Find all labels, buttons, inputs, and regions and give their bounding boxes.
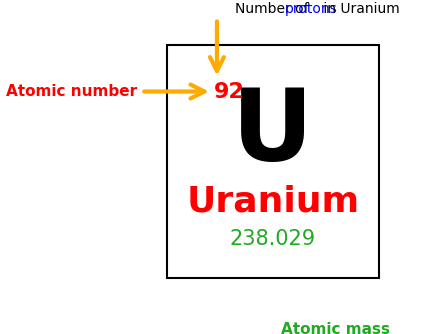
Text: Atomic mass: Atomic mass <box>282 322 390 334</box>
Bar <box>167 45 379 278</box>
Text: Atomic number: Atomic number <box>6 84 137 99</box>
Text: protons: protons <box>285 2 337 16</box>
Text: 92: 92 <box>213 81 244 102</box>
Text: Number of: Number of <box>235 2 313 16</box>
Text: Uranium: Uranium <box>187 184 359 218</box>
Text: 238.029: 238.029 <box>230 228 316 248</box>
Text: U: U <box>232 85 313 182</box>
Text: in Uranium: in Uranium <box>319 2 400 16</box>
